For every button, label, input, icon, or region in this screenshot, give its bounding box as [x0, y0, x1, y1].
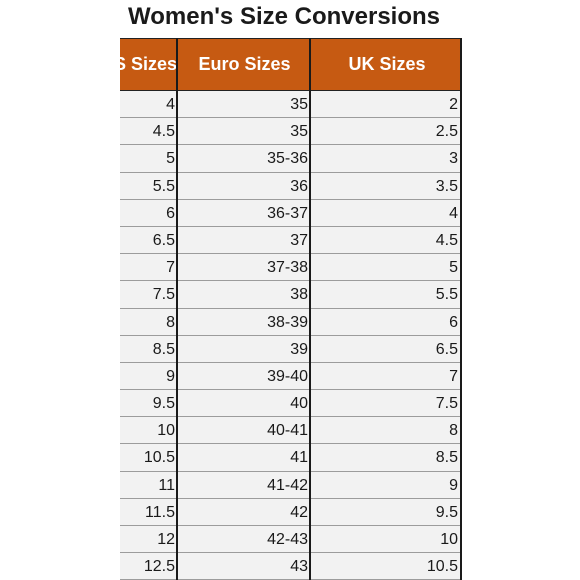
cell-us-size: 5.5: [152, 177, 175, 195]
table-row: 5.5 36 3.5: [120, 172, 462, 200]
table-row: 9.5 40 7.5: [120, 390, 462, 418]
table-row: 7.5 38 5.5: [120, 281, 462, 309]
table-row: 9 39-40 7: [120, 362, 462, 391]
cell-uk-size: 8.5: [435, 449, 458, 467]
cell-euro-size: 39-40: [267, 367, 308, 385]
cell-us-size: 4.5: [152, 123, 175, 141]
table-body: 4 35 2 4.5 35 2.5 5 35-36 3 5.5 36 3.5 6 36-37 4 6.5 37 4…: [120, 91, 462, 580]
cell-euro-size: 41: [290, 449, 308, 467]
cell-uk-size: 2.5: [435, 123, 458, 141]
column-header-uk-sizes: UK Sizes: [348, 54, 426, 74]
cell-uk-size: 5.5: [435, 286, 458, 304]
cell-us-size: 5: [166, 150, 175, 168]
cell-uk-size: 9: [449, 476, 458, 494]
cell-us-size: 10: [157, 422, 175, 440]
cell-euro-size: 37: [290, 231, 308, 249]
size-conversion-sheet: Women's Size Conversions S Sizes Euro Si…: [120, 0, 462, 580]
cell-us-size: 8: [166, 313, 175, 331]
cell-euro-size: 40: [290, 395, 308, 413]
cell-euro-size: 38: [290, 286, 308, 304]
cell-us-size: 6.5: [152, 231, 175, 249]
cell-uk-size: 8: [449, 422, 458, 440]
cell-uk-size: 2: [449, 96, 458, 113]
table-row: 8 38-39 6: [120, 308, 462, 336]
table-row: 6.5 37 4.5: [120, 226, 462, 255]
cell-euro-size: 35-36: [267, 150, 308, 168]
cell-us-size: 6: [166, 204, 175, 222]
cell-uk-size: 3.5: [435, 177, 458, 195]
cell-euro-size: 38-39: [267, 313, 308, 331]
cell-uk-size: 6: [449, 313, 458, 331]
cell-us-size: 7: [166, 259, 175, 277]
title-row: Women's Size Conversions: [120, 0, 462, 39]
cell-us-size: 9.5: [152, 395, 175, 413]
table-row: 11.5 42 9.5: [120, 498, 462, 526]
cell-uk-size: 7: [449, 367, 458, 385]
cell-uk-size: 10.5: [426, 558, 458, 576]
table-row: 10 40-41 8: [120, 417, 462, 445]
column-header-euro-sizes: Euro Sizes: [198, 54, 291, 74]
cell-us-size: 12.5: [143, 558, 175, 576]
cell-euro-size: 35: [290, 96, 308, 113]
table-header: S Sizes Euro Sizes UK Sizes: [120, 38, 462, 91]
cell-us-size: 11: [158, 476, 175, 494]
cell-uk-size: 4.5: [435, 231, 458, 249]
cell-uk-size: 6.5: [435, 340, 458, 358]
cell-us-size: 12: [157, 531, 175, 548]
cell-uk-size: 3: [449, 150, 458, 168]
table-row: 7 37-38 5: [120, 254, 462, 282]
column-divider: [176, 38, 178, 580]
cell-euro-size: 39: [290, 340, 308, 358]
table-row: 12.5 43 10.5: [120, 553, 462, 580]
cell-us-size: 10.5: [143, 449, 175, 467]
cell-euro-size: 43: [290, 558, 308, 576]
table-row: 6 36-37 4: [120, 199, 462, 227]
cell-euro-size: 37-38: [267, 259, 308, 277]
cell-us-size: 4: [166, 96, 175, 113]
table-row: 10.5 41 8.5: [120, 444, 462, 472]
column-divider: [460, 38, 462, 580]
cell-euro-size: 35: [290, 123, 308, 141]
cell-uk-size: 7.5: [435, 395, 458, 413]
cell-euro-size: 42-43: [267, 531, 308, 548]
cell-euro-size: 42: [290, 503, 308, 521]
cell-uk-size: 9.5: [435, 503, 458, 521]
table-row: 11 41-42 9: [120, 471, 462, 499]
cell-us-size: 7.5: [152, 286, 175, 304]
page-title: Women's Size Conversions: [128, 3, 441, 30]
cell-us-size: 8.5: [152, 340, 175, 358]
column-header-us-sizes: S Sizes: [120, 54, 177, 74]
table-row: 4 35 2: [120, 91, 462, 119]
table-row: 12 42-43 10: [120, 526, 462, 554]
cell-euro-size: 41-42: [267, 476, 308, 494]
column-divider: [309, 38, 311, 580]
table-row: 8.5 39 6.5: [120, 335, 462, 363]
cell-uk-size: 10: [440, 531, 458, 548]
cell-uk-size: 4: [449, 204, 458, 222]
cell-us-size: 9: [166, 367, 175, 385]
cell-euro-size: 40-41: [267, 422, 308, 440]
table-row: 4.5 35 2.5: [120, 118, 462, 146]
cell-euro-size: 36: [290, 177, 308, 195]
table-row: 5 35-36 3: [120, 145, 462, 173]
cell-uk-size: 5: [449, 259, 458, 277]
cell-us-size: 11.5: [145, 503, 175, 521]
cell-euro-size: 36-37: [267, 204, 308, 222]
